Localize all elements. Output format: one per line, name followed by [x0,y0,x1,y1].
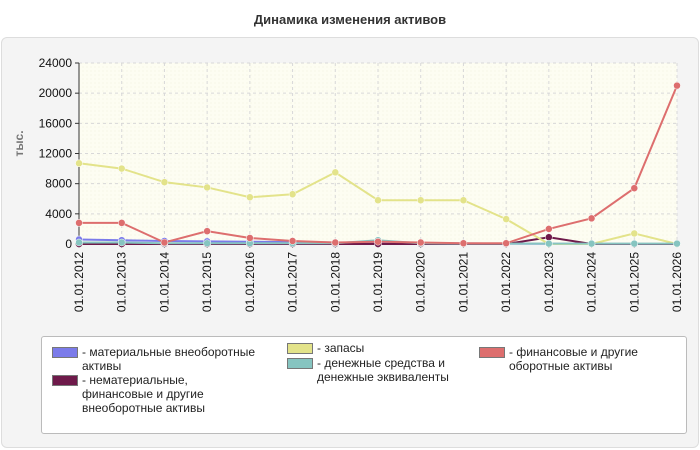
y-tick-label: 12000 [39,147,73,161]
x-tick-label: 01.01.2021 [456,252,470,312]
data-point-intangible [545,233,553,241]
x-tick-label: 01.01.2026 [670,252,684,312]
data-point-cash [673,239,681,248]
data-point-financial [630,184,639,192]
data-point-financial [673,81,681,90]
y-tick-label: 24000 [39,56,73,70]
series-financial [75,81,681,247]
data-point-financial [374,237,382,246]
y-tick-label: 8000 [45,177,72,191]
data-point-inventory [160,178,169,186]
data-point-inventory [374,196,382,205]
x-tick-label: 01.01.2012 [72,252,86,312]
data-point-inventory [246,193,254,201]
x-tick-label: 01.01.2025 [627,252,641,312]
data-point-financial [288,237,297,245]
chart-title: Динамика изменения активов [253,12,447,27]
data-point-financial [203,227,211,235]
data-point-financial [331,238,340,247]
legend-swatch-tangible [52,347,78,358]
x-tick-label: 01.01.2020 [414,252,428,312]
data-point-financial [459,239,468,247]
legend: - материальные внеоборотные активы - нем… [41,336,687,434]
data-point-inventory [288,190,297,198]
data-point-cash [587,239,596,248]
data-point-cash [203,239,211,247]
y-axis-label: тыс. [12,130,26,156]
data-point-financial [117,219,126,227]
legend-item-financial: - финансовые и другие оборотные активы [479,345,638,373]
data-point-financial [246,234,254,242]
legend-label-intangible: - нематериальные, финансовые и другие вн… [82,373,205,415]
data-point-financial [75,219,83,227]
legend-swatch-financial [479,347,505,358]
legend-item-tangible: - материальные внеоборотные активы [52,345,255,373]
x-tick-label: 01.01.2016 [243,252,257,312]
data-point-cash [117,238,126,247]
legend-label-financial: - финансовые и другие оборотные активы [509,345,638,373]
x-tick-label: 01.01.2019 [371,252,385,312]
x-tick-label: 01.01.2024 [585,252,599,312]
x-tick-label: 01.01.2014 [157,252,171,312]
legend-item-intangible: - нематериальные, финансовые и другие вн… [52,373,205,415]
legend-item-inventory: - запасы [287,341,364,355]
y-tick-label: 0 [65,237,72,251]
legend-label-cash: - денежные средства и денежные эквивален… [317,356,449,384]
legend-swatch-inventory [287,343,313,354]
legend-item-cash: - денежные средства и денежные эквивален… [287,356,449,384]
legend-swatch-intangible [52,375,78,386]
legend-label-inventory: - запасы [317,341,365,355]
x-tick-label: 01.01.2015 [200,252,214,312]
x-tick-label: 01.01.2018 [328,252,342,312]
x-tick-label: 01.01.2023 [542,252,556,312]
legend-swatch-cash [287,358,313,369]
x-tick-label: 01.01.2013 [115,252,129,312]
data-point-inventory [117,164,126,173]
data-point-cash [545,239,553,248]
data-point-financial [416,238,425,247]
data-point-inventory [502,215,510,223]
x-tick-label: 01.01.2017 [286,252,300,312]
legend-label-tangible: - материальные внеоборотные активы [82,345,255,373]
x-tick-label: 01.01.2022 [499,252,513,312]
data-point-cash [630,239,639,248]
data-point-inventory [459,196,468,205]
y-tick-label: 20000 [39,86,73,100]
data-point-financial [160,238,169,247]
data-point-financial [587,214,596,223]
data-point-financial [502,239,510,247]
plot-area: 0 4000 8000 12000 16000 20000 24000 01.01.2012 0… [12,56,684,312]
data-point-inventory [630,229,639,238]
data-point-inventory [75,159,83,168]
data-point-financial [545,225,553,233]
data-point-inventory [203,183,211,192]
y-tick-label: 16000 [39,116,73,130]
data-point-cash [75,238,83,247]
data-point-inventory [331,168,340,177]
data-point-inventory [416,196,425,205]
y-tick-label: 4000 [45,207,72,221]
